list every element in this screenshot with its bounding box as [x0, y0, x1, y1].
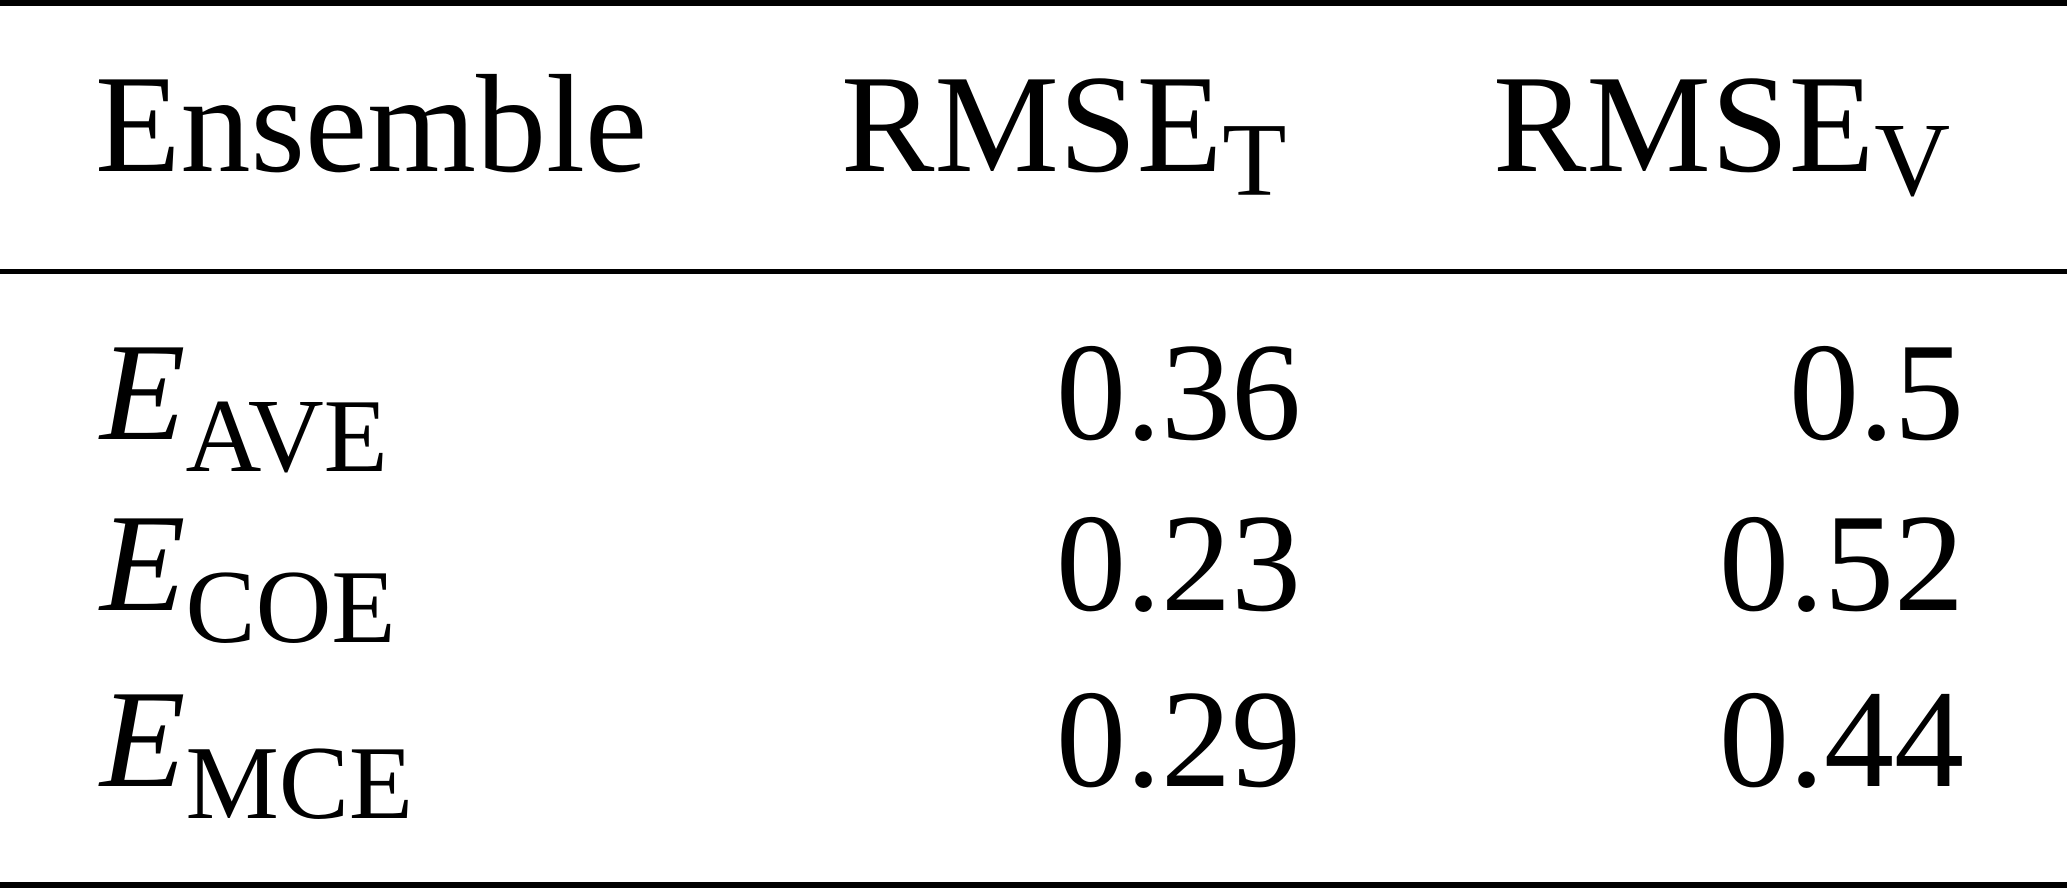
- column-header: RMSEV: [1493, 47, 1950, 218]
- header-subscript: T: [1222, 101, 1286, 218]
- cell-value: 0.52: [1719, 486, 1964, 641]
- label-subscript: COE: [186, 548, 396, 665]
- cell-value: 0.29: [1056, 662, 1301, 817]
- header-subscript: V: [1874, 101, 1950, 218]
- bottom-rule: [0, 882, 2067, 888]
- cell-value: 0.23: [1056, 486, 1301, 641]
- row-label: EAVE: [98, 315, 388, 494]
- header-text: RMSE: [841, 47, 1222, 202]
- label-subscript: MCE: [186, 724, 414, 841]
- row-label: ECOE: [98, 486, 396, 665]
- column-header: Ensemble: [95, 47, 647, 202]
- label-subscript: AVE: [186, 377, 388, 494]
- top-rule: [0, 0, 2067, 6]
- row-label: EMCE: [98, 662, 413, 841]
- label-text: E: [98, 662, 186, 817]
- column-header: RMSET: [841, 47, 1286, 218]
- label-text: E: [98, 315, 186, 470]
- label-text: E: [98, 486, 186, 641]
- cell-value: 0.44: [1719, 662, 1964, 817]
- cell-value: 0.36: [1056, 315, 1301, 470]
- header-text: Ensemble: [95, 47, 647, 202]
- header-text: RMSE: [1493, 47, 1874, 202]
- header-rule: [0, 269, 2067, 274]
- cell-value: 0.5: [1789, 315, 1964, 470]
